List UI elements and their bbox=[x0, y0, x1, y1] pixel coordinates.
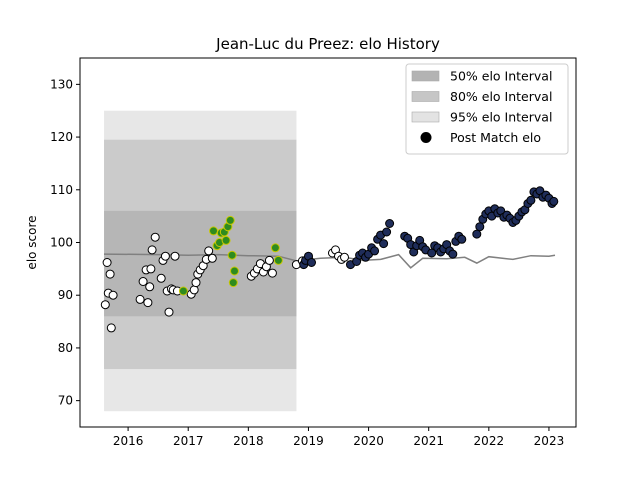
post-match-point bbox=[221, 235, 231, 245]
y-tick-label: 110 bbox=[50, 183, 73, 197]
post-match-point bbox=[225, 215, 235, 225]
legend-label: 95% elo Interval bbox=[450, 110, 552, 125]
post-match-point bbox=[230, 266, 239, 276]
post-match-point bbox=[227, 250, 237, 260]
post-match-point bbox=[147, 245, 157, 255]
chart-title: Jean-Luc du Preez: elo History bbox=[215, 35, 440, 53]
post-match-point bbox=[228, 278, 238, 288]
post-match-point bbox=[105, 269, 115, 279]
post-match-point bbox=[340, 252, 349, 262]
legend-swatch bbox=[411, 91, 440, 102]
post-match-point bbox=[204, 246, 214, 256]
y-tick-label: 70 bbox=[58, 394, 73, 408]
post-match-point bbox=[209, 226, 218, 236]
post-match-point bbox=[108, 290, 118, 300]
y-axis-label: elo score bbox=[25, 215, 39, 269]
post-match-point bbox=[170, 251, 180, 261]
legend-marker bbox=[420, 132, 432, 143]
post-match-point bbox=[472, 229, 482, 239]
post-match-point bbox=[549, 196, 559, 206]
y-tick-label: 130 bbox=[50, 77, 73, 91]
y-tick-label: 100 bbox=[50, 236, 73, 250]
x-tick-label: 2016 bbox=[113, 434, 144, 448]
post-match-point bbox=[307, 258, 316, 267]
legend-swatch bbox=[411, 111, 440, 123]
y-tick-label: 90 bbox=[58, 288, 73, 302]
post-match-point bbox=[150, 232, 160, 242]
x-tick-label: 2017 bbox=[173, 434, 204, 448]
post-match-point bbox=[457, 234, 467, 244]
post-match-point bbox=[156, 273, 166, 283]
post-match-point bbox=[100, 300, 110, 310]
post-match-point bbox=[189, 285, 199, 295]
legend-label: 50% elo Interval bbox=[450, 69, 552, 84]
post-match-point bbox=[106, 323, 116, 333]
post-match-point bbox=[273, 255, 283, 265]
post-match-point bbox=[448, 249, 458, 259]
legend: 50% elo Interval 80% elo Interval 95% elo … bbox=[405, 63, 569, 155]
post-match-point bbox=[382, 227, 392, 237]
legend-label: Post Match elo bbox=[450, 130, 541, 145]
post-match-point bbox=[146, 264, 156, 274]
y-tick-label: 80 bbox=[58, 341, 73, 355]
post-match-point bbox=[370, 246, 380, 256]
post-match-point bbox=[526, 195, 536, 205]
x-tick-label: 2022 bbox=[474, 434, 505, 448]
post-match-point bbox=[164, 307, 174, 317]
post-match-point bbox=[264, 255, 274, 265]
post-match-point bbox=[207, 253, 217, 263]
legend-swatch bbox=[411, 70, 440, 82]
post-match-point bbox=[270, 243, 280, 253]
legend-box bbox=[405, 63, 569, 155]
post-match-point bbox=[143, 298, 153, 308]
post-match-point bbox=[178, 286, 188, 296]
x-tick-label: 2023 bbox=[534, 434, 565, 448]
post-match-point bbox=[385, 219, 395, 228]
post-match-point bbox=[145, 282, 155, 292]
post-match-point bbox=[135, 294, 145, 304]
post-match-points bbox=[100, 186, 559, 333]
x-tick-label: 2021 bbox=[413, 434, 444, 448]
x-tick-label: 2019 bbox=[293, 434, 324, 448]
post-match-point bbox=[267, 268, 277, 278]
x-axis: 2016 2017 2018 2019 2020 2021 2022 2023 bbox=[113, 427, 564, 448]
post-match-point bbox=[138, 277, 148, 286]
x-tick-label: 2018 bbox=[233, 434, 264, 448]
y-axis: 70 80 90 100 110 120 130 bbox=[50, 77, 80, 408]
post-match-point bbox=[191, 278, 201, 288]
x-tick-label: 2020 bbox=[353, 434, 384, 448]
post-match-point bbox=[160, 251, 170, 261]
post-match-point bbox=[102, 258, 112, 267]
post-match-point bbox=[475, 222, 485, 232]
legend-label: 80% elo Interval bbox=[450, 89, 552, 104]
y-tick-label: 120 bbox=[50, 130, 73, 144]
post-match-point bbox=[379, 239, 389, 249]
